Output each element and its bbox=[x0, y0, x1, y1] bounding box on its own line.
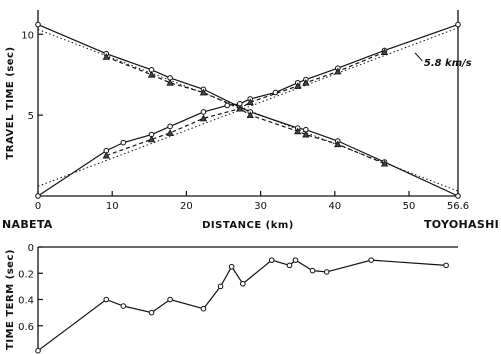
time-term-point bbox=[103, 296, 110, 303]
triangle-point bbox=[302, 130, 310, 138]
toyohashi-label: TOYOHASHI bbox=[424, 218, 499, 231]
triangle-point bbox=[199, 88, 208, 96]
travel-time-series bbox=[35, 21, 461, 199]
time-term-point bbox=[443, 262, 449, 269]
y-axis-label: TRAVEL TIME (sec) bbox=[5, 46, 16, 159]
triangle-point bbox=[246, 98, 254, 106]
triangle-point bbox=[294, 127, 302, 135]
series-line-4 bbox=[106, 51, 385, 157]
time-term-point bbox=[323, 269, 330, 275]
x-tick-label: 20 bbox=[180, 201, 193, 212]
y-tick-label: 5 bbox=[28, 111, 34, 122]
circle-point bbox=[167, 123, 173, 130]
circle-point bbox=[455, 21, 461, 28]
time-term-tick-label: 0 bbox=[28, 243, 34, 254]
x-tick-label: 10 bbox=[106, 201, 119, 212]
velocity-annotation-leader bbox=[414, 52, 423, 62]
triangle-point bbox=[147, 135, 156, 143]
triangle-point bbox=[236, 104, 244, 112]
triangle-point bbox=[147, 70, 156, 78]
circle-point bbox=[35, 21, 41, 28]
time-term-point bbox=[120, 303, 127, 309]
nabeta-label: NABETA bbox=[2, 218, 53, 231]
travel-time-chart: 0 10 20 30 40 50 56.6 5 10 DISTANCE (km) TRAVEL… bbox=[2, 10, 499, 231]
x-tick-label: 0 bbox=[35, 201, 41, 212]
time-term-series bbox=[35, 257, 449, 354]
triangle-point bbox=[102, 53, 110, 60]
series-line-2 bbox=[106, 56, 385, 165]
time-term-point bbox=[286, 262, 293, 269]
top-y-ticks: 5 10 bbox=[21, 30, 43, 122]
x-axis-label: DISTANCE (km) bbox=[202, 220, 294, 231]
circle-point bbox=[35, 193, 41, 199]
triangle-point bbox=[380, 159, 389, 167]
series-line-1 bbox=[37, 24, 459, 197]
triangle-point bbox=[294, 82, 302, 89]
circle-point bbox=[200, 109, 207, 115]
time-term-point bbox=[200, 305, 207, 312]
time-term-line bbox=[37, 259, 447, 352]
time-term-point bbox=[217, 283, 224, 290]
time-term-tick-label: 0.2 bbox=[18, 269, 34, 280]
triangle-point bbox=[246, 111, 254, 119]
time-term-point bbox=[167, 296, 173, 303]
triangle-point bbox=[199, 114, 208, 122]
circle-point bbox=[455, 193, 461, 199]
time-term-point bbox=[35, 347, 41, 354]
time-term-axis-label: TIME TERM (sec) bbox=[5, 249, 16, 350]
time-term-point bbox=[368, 257, 374, 263]
circle-point bbox=[120, 139, 127, 146]
velocity-annotation: 5.8 km/s bbox=[424, 58, 472, 69]
time-term-chart: 0 0.2 0.4 0.6 TIME TERM (sec) bbox=[5, 243, 458, 354]
time-term-point bbox=[292, 257, 299, 263]
y-tick-label: 10 bbox=[21, 30, 34, 41]
triangle-point bbox=[334, 140, 342, 148]
triangle-point bbox=[302, 78, 310, 86]
time-term-point bbox=[228, 263, 235, 270]
time-term-tick-label: 0.4 bbox=[18, 296, 34, 307]
triangle-point bbox=[166, 78, 174, 86]
fit-line bbox=[37, 27, 459, 187]
time-term-point bbox=[240, 280, 246, 287]
circle-point bbox=[224, 102, 231, 109]
triangle-point bbox=[380, 48, 389, 55]
x-tick-label: 30 bbox=[254, 201, 267, 212]
triangle-point bbox=[334, 67, 342, 75]
x-tick-label: 40 bbox=[328, 201, 341, 212]
triangle-point bbox=[102, 151, 110, 159]
time-term-point bbox=[148, 309, 155, 316]
triangle-point bbox=[166, 129, 174, 136]
x-tick-label: 56.6 bbox=[447, 201, 469, 212]
top-x-ticks: 0 10 20 30 40 50 56.6 bbox=[35, 191, 469, 212]
bottom-y-ticks: 0 0.2 0.4 0.6 bbox=[18, 243, 43, 333]
time-term-point bbox=[309, 267, 316, 274]
time-term-tick-label: 0.6 bbox=[18, 322, 34, 333]
time-term-point bbox=[268, 257, 275, 263]
x-tick-label: 50 bbox=[403, 201, 416, 212]
